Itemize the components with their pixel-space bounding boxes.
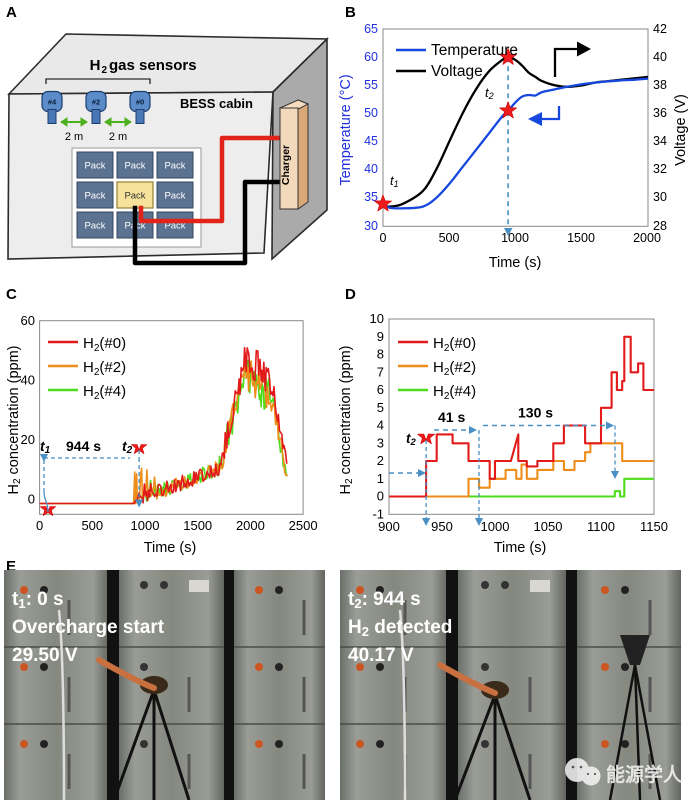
- svg-text:20: 20: [21, 432, 35, 447]
- svg-text:Charger: Charger: [280, 145, 292, 185]
- svg-text:#4: #4: [48, 98, 57, 107]
- svg-text:8: 8: [377, 347, 384, 362]
- svg-text:40: 40: [653, 50, 667, 64]
- svg-text:0: 0: [380, 231, 387, 245]
- svg-text:1050: 1050: [534, 519, 563, 534]
- svg-text:Time (s): Time (s): [494, 540, 547, 556]
- svg-text:H2(#4): H2(#4): [433, 383, 476, 402]
- svg-text:Pack: Pack: [84, 161, 105, 172]
- svg-text:Time (s): Time (s): [144, 540, 197, 556]
- svg-text:t1: t1: [390, 173, 399, 189]
- svg-text:9: 9: [377, 329, 384, 344]
- svg-text:H2(#0): H2(#0): [83, 335, 126, 354]
- svg-text:1000: 1000: [481, 519, 510, 534]
- svg-text:Pack: Pack: [124, 161, 145, 172]
- svg-text:50: 50: [364, 106, 378, 120]
- svg-text:BESS cabin: BESS cabin: [180, 96, 253, 111]
- svg-text:3: 3: [377, 435, 384, 450]
- svg-text:Pack: Pack: [124, 191, 145, 202]
- svg-text:500: 500: [81, 518, 103, 533]
- svg-text:#2: #2: [92, 98, 100, 107]
- svg-text:500: 500: [439, 231, 460, 245]
- svg-text:34: 34: [653, 134, 667, 148]
- svg-text:2 m: 2 m: [109, 131, 127, 143]
- svg-text:2000: 2000: [236, 518, 265, 533]
- svg-text:2 m: 2 m: [65, 131, 83, 143]
- svg-text:4: 4: [377, 418, 384, 433]
- svg-text:130 s: 130 s: [518, 405, 553, 421]
- svg-text:0: 0: [28, 492, 35, 507]
- svg-text:t1: t1: [40, 438, 51, 456]
- svg-text:1500: 1500: [567, 231, 595, 245]
- svg-text:30: 30: [364, 219, 378, 233]
- svg-text:H2(#0): H2(#0): [433, 335, 476, 354]
- svg-text:0: 0: [377, 489, 384, 504]
- svg-text:H2 concentration (ppm): H2 concentration (ppm): [6, 345, 23, 494]
- svg-text:1500: 1500: [183, 518, 212, 533]
- svg-text:Pack: Pack: [164, 161, 185, 172]
- svg-text:H2(#4): H2(#4): [83, 383, 126, 402]
- svg-text:7: 7: [377, 364, 384, 379]
- svg-text:65: 65: [364, 22, 378, 36]
- svg-text:Pack: Pack: [84, 191, 105, 202]
- svg-text:2: 2: [377, 453, 384, 468]
- svg-text:Temperature: Temperature: [431, 42, 518, 59]
- svg-text:55: 55: [364, 78, 378, 92]
- svg-text:40: 40: [364, 162, 378, 176]
- svg-text:30: 30: [653, 190, 667, 204]
- svg-text:Pack: Pack: [164, 191, 185, 202]
- svg-text:2000: 2000: [633, 231, 661, 245]
- svg-text:0: 0: [36, 518, 43, 533]
- svg-text:1: 1: [377, 471, 384, 486]
- svg-text:1000: 1000: [501, 231, 529, 245]
- svg-text:t2: t2: [485, 85, 494, 101]
- svg-text:40: 40: [21, 373, 35, 388]
- svg-text:41 s: 41 s: [438, 409, 465, 425]
- svg-text:1000: 1000: [131, 518, 160, 533]
- svg-text:H2 concentration (ppm): H2 concentration (ppm): [338, 345, 355, 494]
- svg-text:2: 2: [102, 65, 108, 76]
- svg-text:45: 45: [364, 134, 378, 148]
- svg-text:H2(#2): H2(#2): [433, 359, 476, 378]
- svg-text:36: 36: [653, 106, 667, 120]
- svg-text:6: 6: [377, 382, 384, 397]
- svg-text:Temperature (°C): Temperature (°C): [338, 74, 354, 185]
- svg-text:t2: t2: [122, 438, 133, 456]
- svg-text:40.17 V: 40.17 V: [348, 645, 414, 666]
- svg-text:29.50 V: 29.50 V: [12, 645, 78, 666]
- svg-text:5: 5: [377, 400, 384, 415]
- svg-text:2500: 2500: [289, 518, 318, 533]
- svg-text:38: 38: [653, 78, 667, 92]
- svg-text:60: 60: [364, 50, 378, 64]
- svg-text:42: 42: [653, 22, 667, 36]
- svg-text:H2(#2): H2(#2): [83, 359, 126, 378]
- svg-text:Pack: Pack: [84, 221, 105, 232]
- svg-text:60: 60: [21, 313, 35, 328]
- svg-text:950: 950: [431, 519, 453, 534]
- svg-text:H: H: [90, 57, 101, 74]
- svg-text:Overcharge start: Overcharge start: [12, 617, 165, 638]
- svg-text:能源学人: 能源学人: [606, 763, 681, 786]
- svg-text:1100: 1100: [587, 519, 615, 534]
- svg-text:900: 900: [378, 519, 400, 534]
- svg-text:32: 32: [653, 162, 667, 176]
- svg-text:#0: #0: [136, 98, 144, 107]
- svg-text:10: 10: [370, 311, 384, 326]
- svg-text:Voltage: Voltage: [431, 63, 483, 80]
- svg-text:1150: 1150: [640, 519, 668, 534]
- svg-text:t2: t2: [406, 431, 417, 448]
- svg-text:Voltage (V): Voltage (V): [673, 94, 689, 166]
- svg-text:944 s: 944 s: [66, 438, 101, 454]
- svg-text:gas sensors: gas sensors: [109, 57, 197, 74]
- svg-text:Time (s): Time (s): [489, 255, 542, 271]
